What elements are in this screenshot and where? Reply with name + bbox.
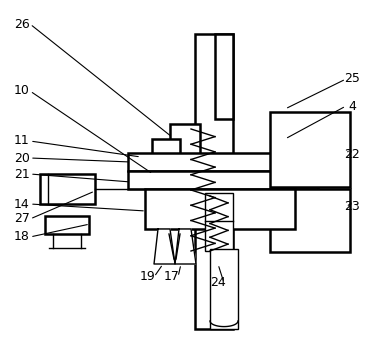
Text: 24: 24: [210, 276, 226, 289]
Text: 26: 26: [14, 18, 30, 31]
Text: 11: 11: [14, 135, 30, 148]
Bar: [210, 249, 238, 329]
Bar: [195, 34, 233, 329]
Bar: [140, 155, 152, 165]
Bar: [45, 216, 89, 234]
Bar: [215, 34, 233, 119]
Bar: [270, 112, 350, 187]
Bar: [270, 189, 350, 252]
Polygon shape: [175, 229, 196, 264]
Text: 21: 21: [14, 168, 30, 181]
Polygon shape: [154, 229, 175, 264]
Text: 14: 14: [14, 197, 30, 210]
Bar: [128, 153, 318, 171]
Bar: [40, 174, 95, 204]
Bar: [205, 193, 233, 251]
Text: 4: 4: [348, 99, 356, 112]
Text: 20: 20: [14, 151, 30, 164]
Bar: [145, 189, 295, 229]
Text: 25: 25: [344, 73, 360, 85]
Bar: [152, 139, 180, 214]
Text: 27: 27: [14, 213, 30, 225]
Text: 10: 10: [14, 84, 30, 98]
Text: 18: 18: [14, 230, 30, 243]
Text: 19: 19: [140, 270, 156, 284]
Text: 23: 23: [344, 200, 360, 214]
Text: 22: 22: [344, 148, 360, 160]
Text: 17: 17: [164, 270, 180, 284]
Bar: [170, 124, 200, 164]
Bar: [128, 171, 318, 189]
